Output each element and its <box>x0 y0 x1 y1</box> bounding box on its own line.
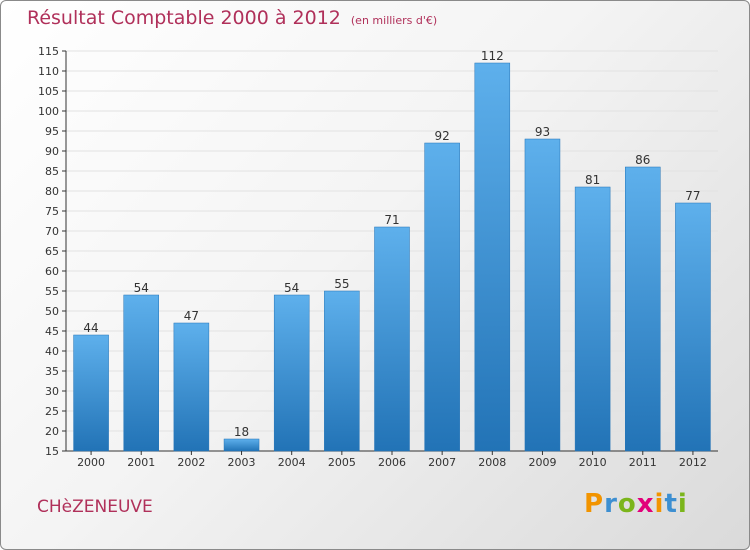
bar-2000 <box>73 334 109 452</box>
y-tick-label: 95 <box>45 125 59 138</box>
y-tick-label: 75 <box>45 205 59 218</box>
proxiti-logo[interactable]: Proxiti <box>584 489 688 519</box>
x-tick-label-2010: 2010 <box>579 456 607 469</box>
bar-2012 <box>675 202 711 452</box>
y-tick-label: 110 <box>38 65 59 78</box>
data-label-2002: 47 <box>184 309 199 323</box>
y-tick-label: 20 <box>45 425 59 438</box>
x-tick-label-2009: 2009 <box>528 456 556 469</box>
x-tick-label-2002: 2002 <box>177 456 205 469</box>
data-label-2010: 81 <box>585 173 600 187</box>
x-tick-label-2000: 2000 <box>77 456 105 469</box>
logo-letter: i <box>654 489 665 519</box>
x-tick-label-2012: 2012 <box>679 456 707 469</box>
x-tick-label-2011: 2011 <box>629 456 657 469</box>
commune-name: CHèZENEUVE <box>37 497 153 517</box>
logo-letter: r <box>604 489 618 519</box>
logo-letter: t <box>664 489 678 519</box>
bar-2005 <box>324 290 360 452</box>
data-label-2001: 54 <box>134 281 149 295</box>
y-tick-label: 85 <box>45 165 59 178</box>
y-tick-label: 105 <box>38 85 59 98</box>
logo-letter: o <box>617 489 637 519</box>
y-tick-label: 100 <box>38 105 59 118</box>
bar-2006 <box>374 226 410 452</box>
x-tick-label-2008: 2008 <box>478 456 506 469</box>
y-tick-label: 25 <box>45 405 59 418</box>
y-tick-label: 60 <box>45 265 59 278</box>
data-label-2011: 86 <box>635 153 650 167</box>
x-tick-label-2007: 2007 <box>428 456 456 469</box>
data-label-2005: 55 <box>334 277 349 291</box>
y-tick-label: 55 <box>45 285 59 298</box>
data-label-2003: 18 <box>234 425 249 439</box>
x-tick-label-2005: 2005 <box>328 456 356 469</box>
logo-letter: P <box>584 489 605 519</box>
x-tick-label-2006: 2006 <box>378 456 406 469</box>
y-tick-label: 115 <box>38 45 59 58</box>
y-tick-label: 90 <box>45 145 59 158</box>
data-label-2012: 77 <box>685 189 700 203</box>
bar-2001 <box>123 294 159 452</box>
chart-subtitle: (en milliers d'€) <box>350 14 438 27</box>
logo-letter: i <box>677 489 688 519</box>
y-tick-label: 45 <box>45 325 59 338</box>
bar-2007 <box>424 142 460 452</box>
bar-2008 <box>474 62 511 452</box>
bar-2004 <box>273 294 310 452</box>
bar-2011 <box>625 166 661 452</box>
title-row: Résultat Comptable 2000 à 2012 (en millie… <box>27 7 437 29</box>
data-label-2000: 44 <box>83 321 98 335</box>
data-label-2009: 93 <box>535 125 550 139</box>
chart-title: Résultat Comptable 2000 à 2012 <box>27 7 341 29</box>
bar-2003 <box>223 438 260 452</box>
y-tick-label: 50 <box>45 305 59 318</box>
y-tick-label: 40 <box>45 345 59 358</box>
y-tick-label: 70 <box>45 225 59 238</box>
y-tick-label: 15 <box>45 445 59 458</box>
x-tick-label-2004: 2004 <box>278 456 306 469</box>
data-label-2007: 92 <box>435 129 450 143</box>
y-tick-label: 30 <box>45 385 59 398</box>
y-tick-label: 65 <box>45 245 59 258</box>
data-label-2008: 112 <box>481 49 504 63</box>
y-tick-label: 35 <box>45 365 59 378</box>
bar-2010 <box>574 186 611 452</box>
y-tick-label: 80 <box>45 185 59 198</box>
logo-letter: x <box>636 489 655 519</box>
data-label-2006: 71 <box>384 213 399 227</box>
bar-2002 <box>173 322 210 452</box>
x-tick-label-2001: 2001 <box>127 456 155 469</box>
x-tick-label-2003: 2003 <box>228 456 256 469</box>
data-label-2004: 54 <box>284 281 299 295</box>
bar-2009 <box>524 138 561 452</box>
